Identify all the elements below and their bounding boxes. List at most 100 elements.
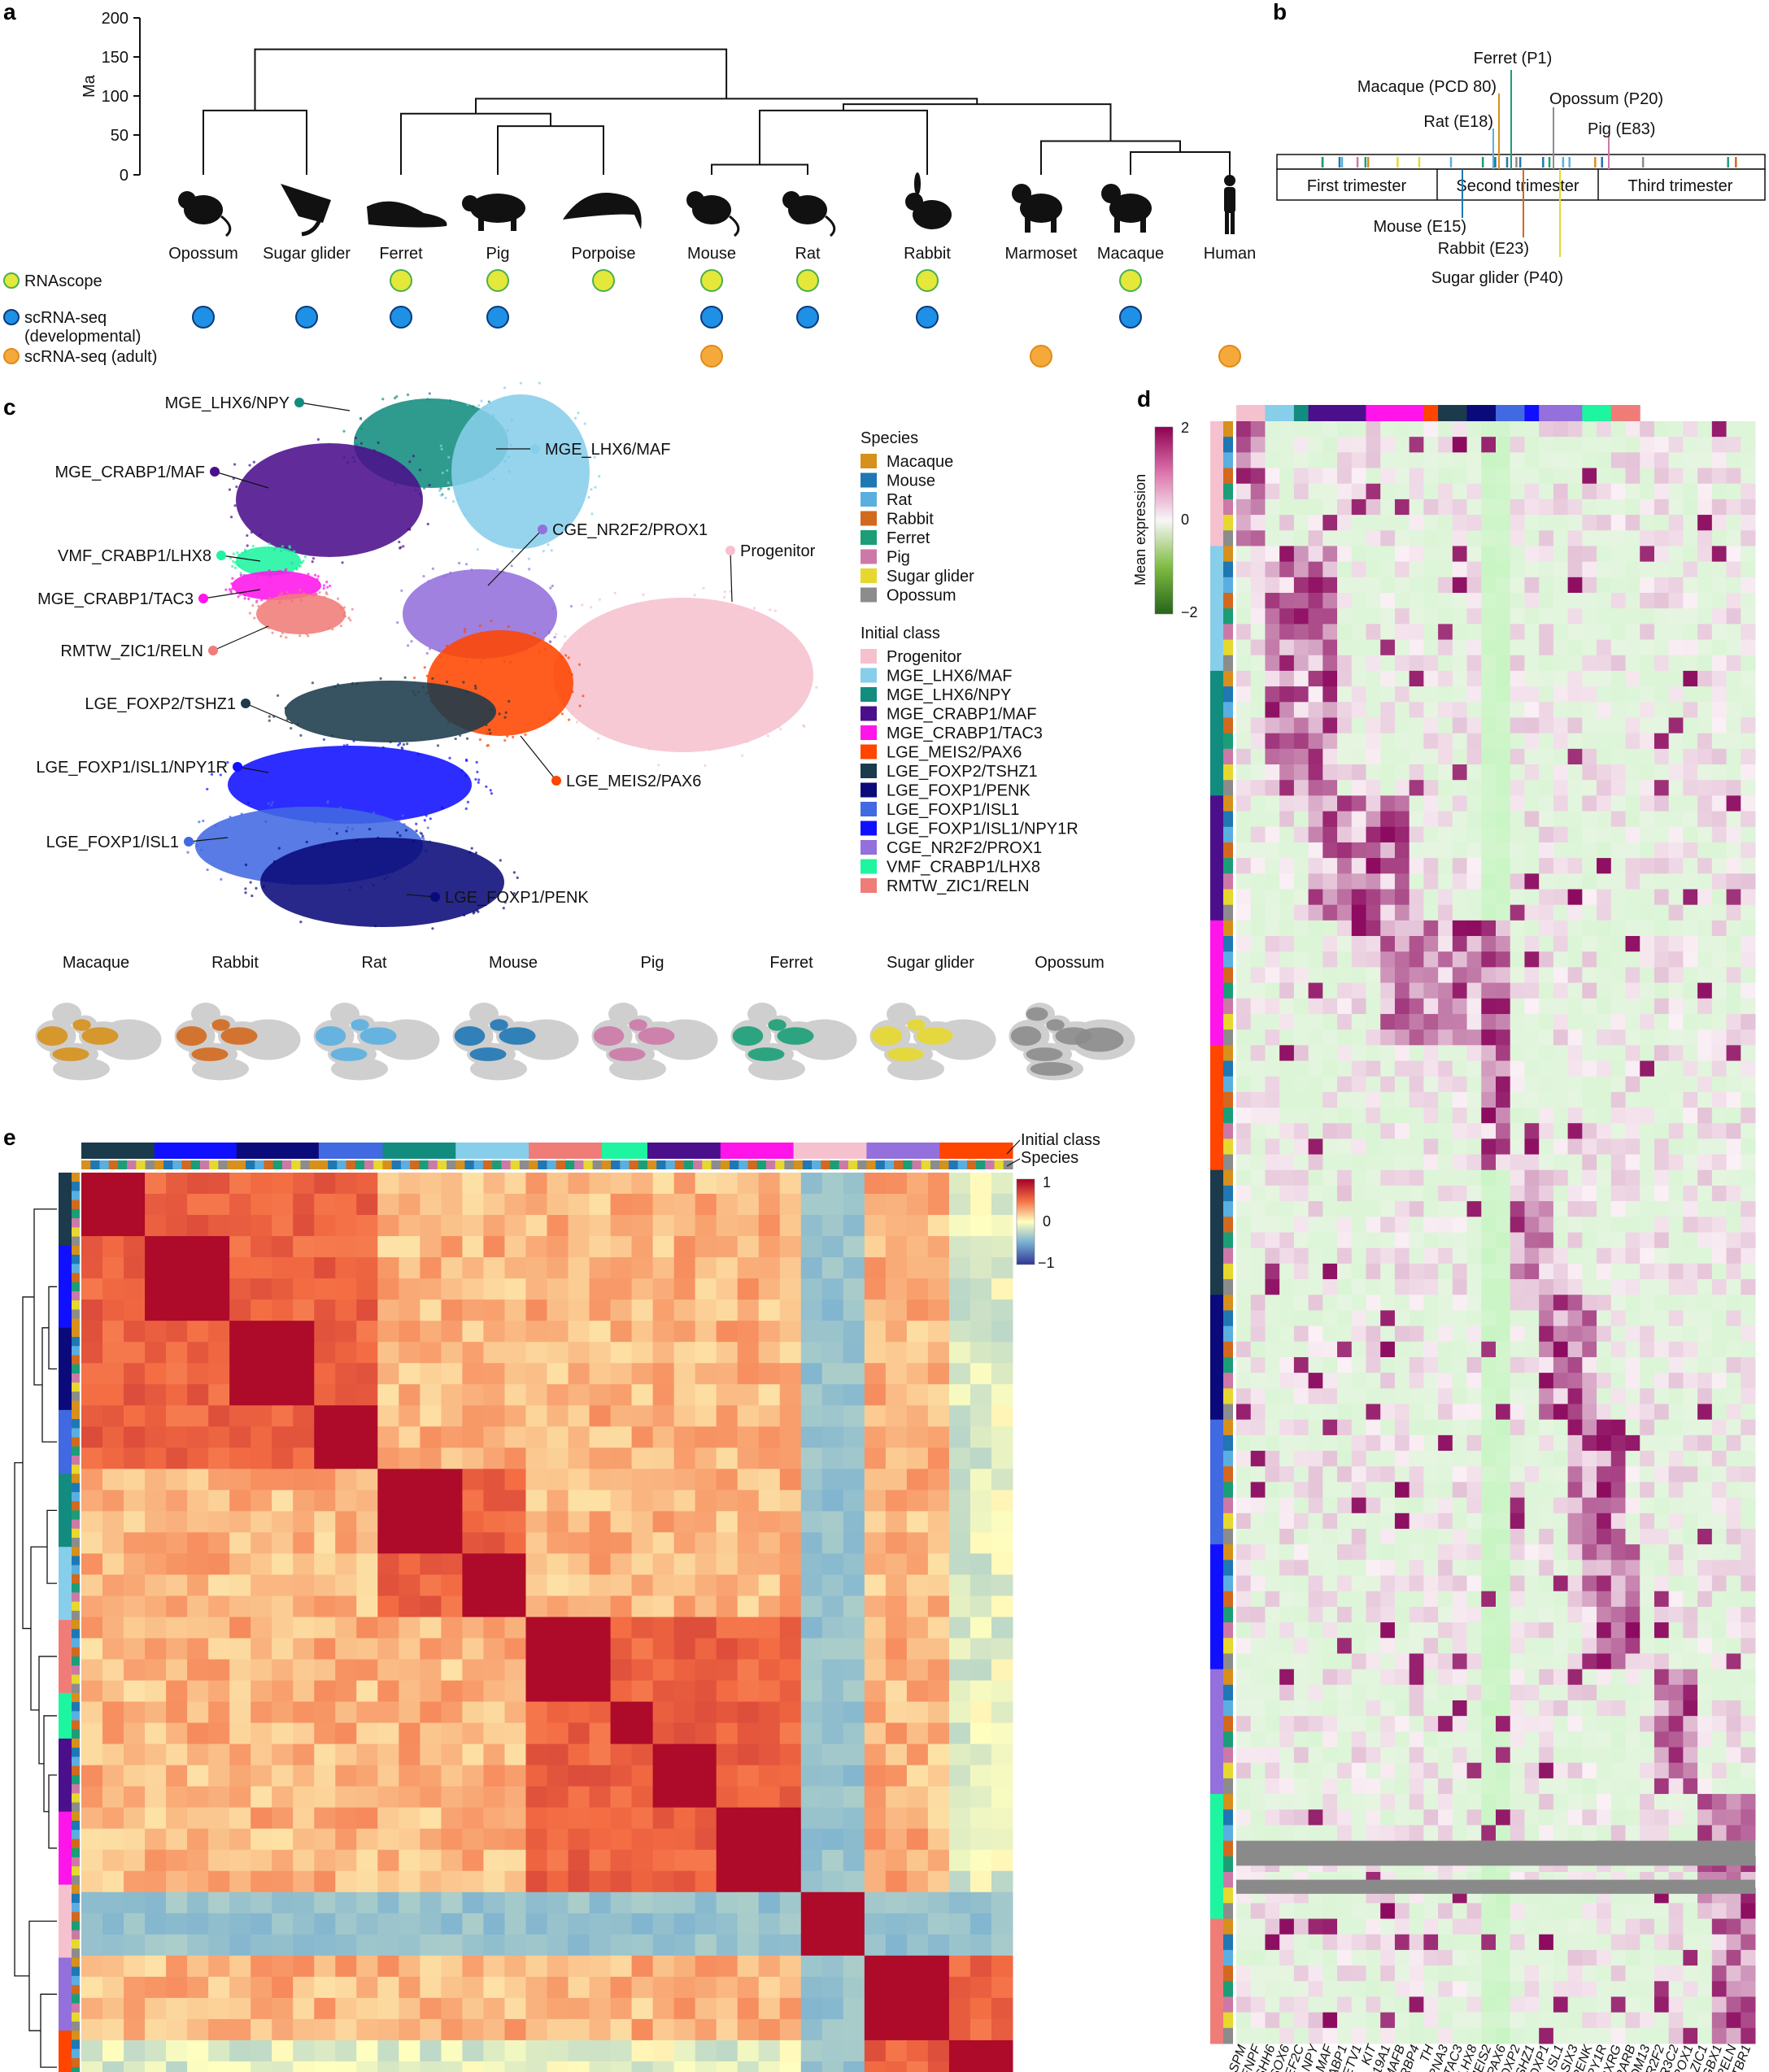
panel-label-a: a (3, 0, 16, 24)
cluster-dot (198, 594, 208, 603)
legend-label: RNAscope (24, 272, 102, 290)
cluster-label: MGE_LHX6/NPY (165, 394, 290, 412)
d-top-class (1496, 405, 1525, 421)
tl-mouse: Mouse (E15) (1374, 218, 1467, 236)
method-dot (916, 306, 939, 329)
e-left-class (59, 1957, 72, 2031)
silhouette-pig (462, 194, 525, 231)
class-legend-label: LGE_FOXP1/ISL1/NPY1R (887, 821, 1078, 838)
species-legend-label: Macaque (887, 453, 953, 471)
small-multiple-pig: Pig (591, 954, 718, 1081)
method-dot (700, 345, 723, 368)
colorbar-e-tick-mid: 0 (1043, 1213, 1051, 1230)
cluster-dot (216, 551, 226, 560)
method-dot (486, 269, 509, 292)
small-multiple-rabbit: Rabbit (174, 954, 301, 1081)
umap-cluster (438, 381, 601, 560)
dendrogram-branch (40, 1993, 57, 2068)
cluster-label: MGE_LHX6/MAF (545, 441, 670, 459)
method-dot (1119, 269, 1142, 292)
panel-a-phylogeny: Ma 200 150 100 50 0 Opossum Sugar glider Ferre… (3, 10, 1256, 368)
cluster-dot (725, 546, 735, 555)
d-left-class (1210, 1669, 1223, 1795)
d-left-class (1210, 795, 1223, 921)
species-name-rabbit: Rabbit (904, 245, 951, 263)
cluster-label: MGE_CRABP1/TAC3 (37, 590, 194, 608)
small-multiple-macaque: Macaque (35, 954, 162, 1081)
species-names: Opossum Sugar glider Ferret Pig Porpoise Mous… (168, 245, 1256, 263)
class-legend-label: MGE_LHX6/MAF (887, 668, 1012, 686)
d-left-class (1210, 920, 1223, 1046)
tree-branch (475, 98, 978, 114)
small-multiple-title: Ferret (769, 954, 813, 972)
legend-swatch (861, 859, 877, 874)
tree-branch (1130, 151, 1231, 175)
method-dot (1218, 345, 1241, 368)
axis-tick-label: 150 (102, 49, 129, 67)
d-left-class (1210, 1794, 1223, 1920)
trimester-1: First trimester (1307, 177, 1407, 195)
class-legend-label: RMTW_ZIC1/RELN (887, 877, 1030, 895)
species-legend-label: Mouse (887, 472, 935, 490)
umap-cluster (248, 589, 354, 639)
d-na-row (1236, 1840, 1755, 1866)
species-legend-label: Pig (887, 549, 910, 567)
e-left-class (59, 1884, 72, 1958)
umap-cluster (542, 586, 818, 768)
colorbar-e (1016, 1178, 1035, 1265)
method-dot (796, 306, 819, 329)
small-multiple-opossum: Opossum (1009, 954, 1135, 1081)
legend-swatch (861, 878, 877, 893)
legend-swatch (861, 782, 877, 798)
class-legend-label: CGE_NR2F2/PROX1 (887, 839, 1042, 857)
silhouette-rat (782, 191, 836, 237)
d-top-class (1610, 405, 1640, 421)
trimester-3: Third trimester (1628, 177, 1733, 195)
panel-label-d: d (1137, 386, 1151, 411)
umap-cluster (268, 676, 511, 750)
species-legend-label: Rabbit (887, 511, 934, 529)
silhouette-sugar-glider (281, 184, 331, 237)
dendrogram-branch (43, 1715, 57, 1813)
legend-species-title: Species (861, 429, 918, 447)
e-left-class (59, 1409, 72, 1474)
cluster-label: MGE_CRABP1/MAF (55, 464, 205, 481)
legend-swatch (861, 492, 877, 507)
legend-swatch (861, 511, 877, 526)
d-left-class (1210, 1918, 1223, 2044)
e-top-class (529, 1143, 603, 1159)
colorbar-d-tick-mid: 0 (1181, 511, 1189, 528)
e-left-class (59, 1173, 72, 1247)
umap-clusters (186, 381, 818, 930)
small-multiple-rat: Rat (313, 954, 440, 1081)
species-name-mouse: Mouse (687, 245, 736, 263)
method-dot (700, 269, 723, 292)
dendrogram-branch (28, 1920, 57, 2031)
colorbar-d-tick-bot: −2 (1181, 604, 1198, 620)
tree-branch (1040, 140, 1181, 175)
d-top-class (1539, 405, 1583, 421)
tl-rat: Rat (E18) (1423, 113, 1493, 131)
d-left-class (1210, 670, 1223, 796)
d-left-class (1210, 1544, 1223, 1670)
d-left-class (1210, 421, 1223, 546)
panel-e-heatmap: Initial class Species 1 0 −1 (14, 1131, 1100, 2072)
species-name-macaque: Macaque (1097, 245, 1164, 263)
legend-swatch (861, 725, 877, 740)
species-legend-label: Ferret (887, 529, 930, 547)
axis-label-ma: Ma (81, 74, 98, 98)
annotation-species: Species (1021, 1149, 1078, 1167)
d-left-class (1210, 1419, 1223, 1545)
legend-dot (3, 272, 20, 289)
colorbar-d-title: Mean expression (1132, 474, 1148, 585)
legend-swatch (861, 764, 877, 778)
small-multiple-title: Pig (641, 954, 664, 972)
cluster-dot (241, 699, 251, 708)
small-multiple-title: Opossum (1035, 954, 1105, 972)
species-name-human: Human (1204, 245, 1256, 263)
e-left-class (59, 1547, 72, 1621)
legend-swatch (861, 744, 877, 760)
method-dot (486, 306, 509, 329)
e-left-class (59, 1692, 72, 1739)
